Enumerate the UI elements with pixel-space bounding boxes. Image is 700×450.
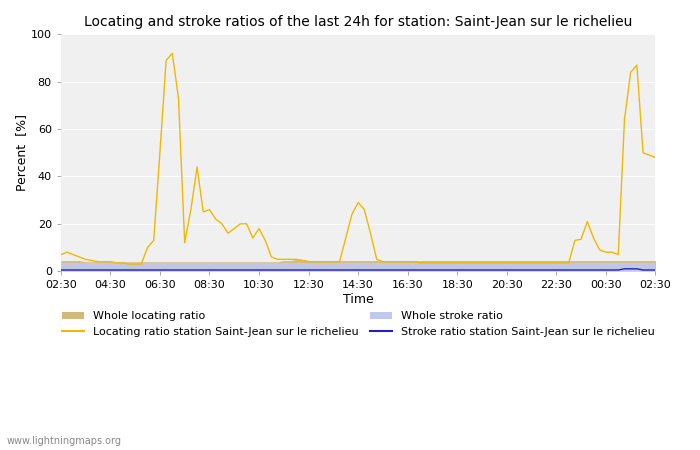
Title: Locating and stroke ratios of the last 24h for station: Saint-Jean sur le richel: Locating and stroke ratios of the last 2… [84,15,632,29]
Y-axis label: Percent  [%]: Percent [%] [15,114,28,191]
Text: www.lightningmaps.org: www.lightningmaps.org [7,436,122,446]
Legend: Whole locating ratio, Locating ratio station Saint-Jean sur le richelieu, Whole : Whole locating ratio, Locating ratio sta… [57,307,659,342]
X-axis label: Time: Time [343,293,374,306]
